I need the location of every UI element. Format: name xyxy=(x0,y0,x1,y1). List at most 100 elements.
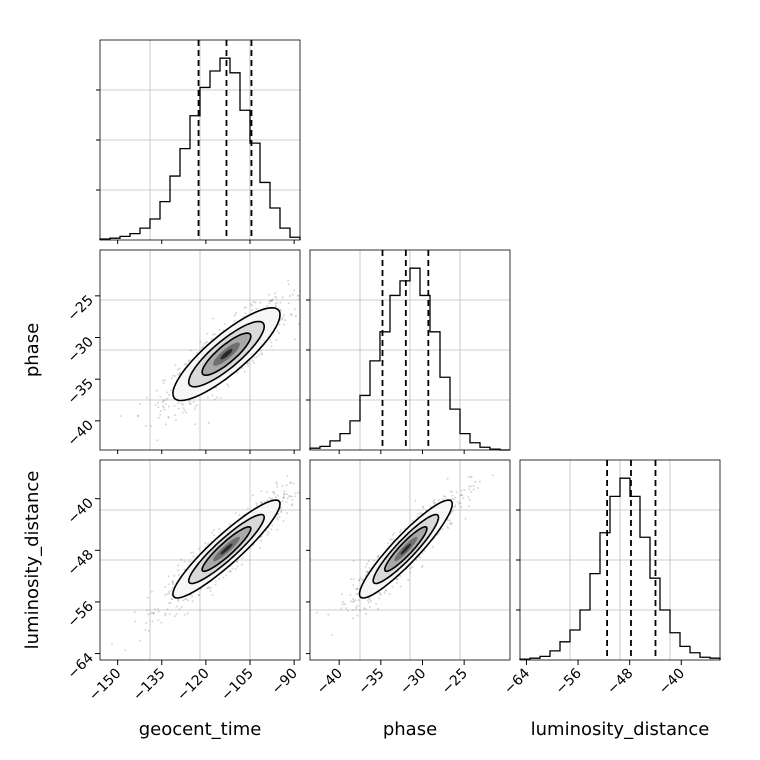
panel-phase-vs-luminosity-distance-point xyxy=(476,486,479,489)
panel-geocent-time-vs-luminosity-distance-point xyxy=(171,580,174,583)
panel-geocent-time-vs-phase-point xyxy=(287,302,290,305)
panel-phase-vs-luminosity-distance-point xyxy=(377,554,380,557)
panel-geocent-time-vs-phase-point xyxy=(174,419,177,422)
panel-geocent-time-vs-phase-point xyxy=(274,302,277,305)
panel-geocent-time-vs-phase-point xyxy=(281,296,284,299)
panel-phase-vs-luminosity-distance-point xyxy=(352,559,355,562)
panel-geocent-time-vs-phase-point xyxy=(177,407,180,410)
panel-geocent-time-vs-luminosity-distance-point xyxy=(150,612,153,615)
panel-geocent-time-vs-luminosity-distance-point xyxy=(291,498,294,501)
panel-geocent-time-vs-luminosity-distance-point xyxy=(172,580,175,583)
panel-phase-vs-luminosity-distance-point xyxy=(358,579,361,582)
panel-phase-vs-luminosity-distance-point xyxy=(393,532,396,535)
panel-phase-vs-luminosity-distance-point xyxy=(363,607,366,610)
panel-phase-vs-luminosity-distance-point xyxy=(422,506,425,509)
panel-phase-vs-luminosity-distance-point xyxy=(451,497,454,500)
panel-phase-vs-luminosity-distance-point xyxy=(468,488,471,491)
panel-geocent-time-vs-luminosity-distance-point xyxy=(133,611,136,614)
panel-phase-vs-luminosity-distance-point xyxy=(433,502,436,505)
panel-geocent-time-vs-luminosity-distance-point xyxy=(246,507,249,510)
panel-phase-vs-luminosity-distance-point xyxy=(365,571,368,574)
panel-phase-vs-luminosity-distance-point xyxy=(474,481,477,484)
panel-geocent-time-vs-phase-point xyxy=(282,323,285,326)
panel-geocent-time-vs-phase-point xyxy=(297,294,300,297)
panel-geocent-time-vs-phase-point xyxy=(288,295,291,298)
panel-phase-vs-luminosity-distance-point xyxy=(469,475,472,478)
panel-phase-vs-luminosity-distance-point xyxy=(396,578,399,581)
panel-phase-vs-luminosity-distance-point xyxy=(364,608,367,611)
panel-phase-vs-luminosity-distance-point xyxy=(470,476,473,479)
panel-phase-vs-luminosity-distance-point xyxy=(472,488,475,491)
panel-phase-vs-luminosity-distance-point xyxy=(352,583,355,586)
panel-geocent-time-vs-luminosity-distance-point xyxy=(272,491,275,494)
panel-geocent-time-vs-luminosity-distance-point xyxy=(236,565,239,568)
panel-phase-vs-luminosity-distance-point xyxy=(442,495,445,498)
panel-geocent-time-vs-luminosity-distance-point xyxy=(280,510,283,513)
panel-geocent-time-vs-luminosity-distance-point xyxy=(152,612,155,615)
panel-geocent-time-vs-phase-point xyxy=(184,362,187,365)
panel-phase-vs-luminosity-distance-point xyxy=(378,591,381,594)
panel-geocent-time-vs-luminosity-distance-point xyxy=(282,497,285,500)
panel-phase-vs-luminosity-distance-point xyxy=(454,496,457,499)
panel-geocent-time-vs-luminosity-distance-point xyxy=(154,608,157,611)
panel-phase-vs-luminosity-distance-point xyxy=(377,554,380,557)
hist-geocent-time-frame xyxy=(99,39,301,241)
panel-geocent-time-vs-luminosity-distance-point xyxy=(278,516,281,519)
panel-geocent-time-vs-luminosity-distance-point xyxy=(151,620,154,623)
panel-phase-vs-luminosity-distance-point xyxy=(420,512,423,515)
panel-phase-vs-luminosity-distance-point xyxy=(352,598,355,601)
panel-geocent-time-vs-phase-point xyxy=(243,370,246,373)
panel-geocent-time-vs-luminosity-distance-point xyxy=(289,495,292,498)
panel-phase-vs-luminosity-distance-point xyxy=(390,538,393,541)
panel-geocent-time-vs-phase-point xyxy=(246,362,249,365)
panel-phase-vs-luminosity-distance-point xyxy=(355,587,358,590)
panel-geocent-time-vs-phase-point xyxy=(235,312,238,315)
panel-geocent-time-vs-phase-point xyxy=(189,349,192,352)
panel-geocent-time-vs-luminosity-distance-point xyxy=(267,531,270,534)
panel-geocent-time-vs-luminosity-distance-point xyxy=(283,495,286,498)
hist-phase-steps xyxy=(309,267,510,451)
panel-geocent-time-vs-luminosity-distance-point xyxy=(164,585,167,588)
panel-geocent-time-vs-luminosity-distance-point xyxy=(178,608,181,611)
panel-geocent-time-vs-luminosity-distance-point xyxy=(275,481,278,484)
panel-geocent-time-vs-phase-point xyxy=(174,363,177,366)
panel-phase-vs-luminosity-distance-point xyxy=(327,613,330,616)
panel-geocent-time-vs-phase-point xyxy=(259,301,262,304)
panel-phase-vs-luminosity-distance-point xyxy=(446,518,449,521)
panel-phase-vs-luminosity-distance-point xyxy=(451,494,454,497)
panel-phase-vs-luminosity-distance-point xyxy=(378,597,381,600)
panel-geocent-time-vs-phase-point xyxy=(276,301,279,304)
panel-geocent-time-vs-phase-point xyxy=(226,383,229,386)
panel-phase-vs-luminosity-distance-point xyxy=(395,577,398,580)
panel-geocent-time-vs-phase-point xyxy=(138,402,141,405)
panel-geocent-time-vs-phase-point xyxy=(157,401,160,404)
panel-geocent-time-vs-phase-point xyxy=(193,408,196,411)
panel-geocent-time-vs-phase-point xyxy=(178,367,181,370)
panel-geocent-time-vs-luminosity-distance-point xyxy=(151,611,154,614)
panel-geocent-time-vs-luminosity-distance-point xyxy=(241,556,244,559)
panel-phase-vs-luminosity-distance-point xyxy=(444,495,447,498)
hist-luminosity-distance-frame xyxy=(519,459,721,661)
panel-geocent-time-vs-phase-point xyxy=(173,404,176,407)
panel-geocent-time-vs-phase-point xyxy=(278,332,281,335)
panel-phase-vs-luminosity-distance-point xyxy=(356,588,359,591)
panel-geocent-time-vs-luminosity-distance-point xyxy=(157,610,160,613)
panel-phase-vs-luminosity-distance-point xyxy=(351,609,354,612)
panel-geocent-time-vs-phase-point xyxy=(164,423,167,426)
panel-phase-vs-luminosity-distance-point xyxy=(458,502,461,505)
panel-phase-vs-luminosity-distance-point xyxy=(365,612,368,615)
panel-phase-vs-luminosity-distance-point xyxy=(460,489,463,492)
panel-phase-vs-luminosity-distance-point xyxy=(377,607,380,610)
panel-geocent-time-vs-luminosity-distance-point xyxy=(144,628,147,631)
panel-geocent-time-vs-luminosity-distance-point xyxy=(134,620,137,623)
panel-geocent-time-vs-luminosity-distance-point xyxy=(279,507,282,510)
panel-geocent-time-vs-luminosity-distance-point xyxy=(157,619,160,622)
panel-phase-vs-luminosity-distance-point xyxy=(421,505,424,508)
panel-geocent-time-vs-luminosity-distance-point xyxy=(311,488,313,490)
panel-geocent-time-vs-phase-point xyxy=(164,398,167,401)
panel-geocent-time-vs-phase-point xyxy=(174,375,177,378)
panel-geocent-time-vs-luminosity-distance-point xyxy=(146,596,149,599)
panel-phase-vs-luminosity-distance-point xyxy=(431,545,434,548)
panel-phase-vs-luminosity-distance-point xyxy=(409,567,412,570)
panel-geocent-time-vs-luminosity-distance-point xyxy=(184,597,187,600)
